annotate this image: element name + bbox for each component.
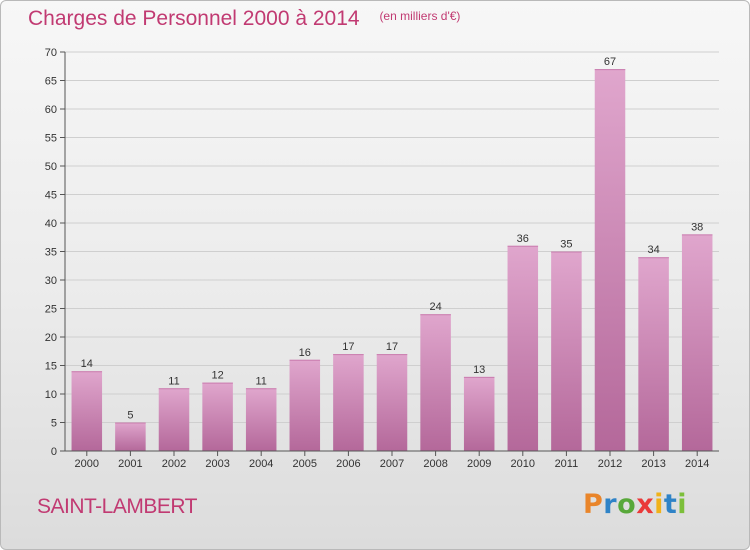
- chart-title: Charges de Personnel 2000 à 2014: [28, 7, 360, 30]
- data-label-2003: 12: [211, 370, 223, 382]
- y-tick-label: 15: [45, 361, 57, 373]
- x-tick-label: 2000: [75, 458, 99, 470]
- data-label-2007: 17: [386, 341, 398, 353]
- logo-letter: t: [663, 489, 678, 520]
- logo-letter: r: [603, 489, 618, 520]
- proxiti-logo[interactable]: Proxiti: [583, 489, 687, 520]
- bar-2005: [289, 359, 321, 451]
- y-tick-label: 65: [45, 76, 57, 88]
- logo-letter: i: [677, 489, 688, 520]
- bar-2007: [376, 354, 408, 451]
- x-tick-label: 2004: [249, 458, 273, 470]
- bar-2014: [681, 234, 713, 451]
- bar-2009: [463, 376, 495, 451]
- y-tick-label: 30: [45, 275, 57, 287]
- x-tick-label: 2012: [598, 458, 622, 470]
- data-label-2009: 13: [473, 364, 485, 376]
- data-label-2006: 17: [342, 341, 354, 353]
- bar-2004: [245, 388, 277, 451]
- y-tick-label: 5: [51, 418, 57, 430]
- logo-letter: i: [654, 489, 664, 520]
- y-tick-label: 60: [45, 104, 57, 116]
- bar-2006: [333, 354, 364, 451]
- y-tick-label: 70: [45, 47, 57, 59]
- x-tick-label: 2013: [641, 458, 665, 470]
- logo-letter: P: [583, 489, 604, 520]
- logo-letter: x: [636, 489, 655, 520]
- bar-2011: [551, 251, 582, 451]
- place-name: SAINT-LAMBERT: [37, 495, 197, 518]
- x-tick-label: 2003: [205, 458, 229, 470]
- data-label-2011: 35: [560, 239, 572, 251]
- x-tick-label: 2005: [293, 458, 317, 470]
- data-label-2008: 24: [429, 301, 441, 313]
- bar-2000: [71, 371, 103, 451]
- bar-2002: [158, 388, 190, 451]
- bar-2003: [202, 382, 233, 451]
- bar-2008: [420, 314, 451, 451]
- chart-subtitle: (en milliers d'€): [379, 9, 461, 23]
- y-tick-label: 40: [45, 218, 57, 230]
- x-tick-label: 2008: [423, 458, 447, 470]
- data-label-2001: 5: [127, 410, 133, 422]
- y-tick-label: 45: [45, 190, 57, 202]
- bar-2010: [507, 245, 539, 451]
- x-tick-label: 2011: [555, 458, 579, 470]
- data-label-2004: 11: [255, 375, 266, 387]
- data-label-2013: 34: [647, 244, 659, 256]
- data-label-2002: 11: [168, 375, 179, 387]
- x-tick-label: 2010: [511, 458, 535, 470]
- data-label-2012: 67: [604, 56, 616, 68]
- data-label-2000: 14: [81, 358, 93, 370]
- data-label-2010: 36: [517, 233, 529, 245]
- chart-title-block: Charges de Personnel 2000 à 2014 (en mil…: [28, 7, 460, 31]
- x-tick-label: 2006: [336, 458, 360, 470]
- y-tick-label: 50: [45, 161, 57, 173]
- x-tick-label: 2007: [380, 458, 404, 470]
- y-tick-label: 20: [45, 332, 57, 344]
- x-tick-label: 2002: [162, 458, 186, 470]
- bar-2012: [594, 69, 626, 451]
- y-tick-label: 25: [45, 304, 57, 316]
- x-tick-label: 2001: [118, 458, 142, 470]
- y-tick-label: 0: [51, 446, 57, 458]
- bar-2013: [638, 257, 669, 451]
- data-label-2014: 38: [691, 221, 703, 233]
- y-tick-label: 55: [45, 133, 57, 145]
- y-tick-label: 10: [45, 389, 57, 401]
- y-tick-label: 35: [45, 247, 57, 259]
- x-tick-label: 2009: [467, 458, 491, 470]
- logo-letter: o: [617, 489, 637, 520]
- bar-2001: [115, 422, 146, 451]
- x-tick-label: 2014: [685, 458, 709, 470]
- data-label-2005: 16: [299, 347, 311, 359]
